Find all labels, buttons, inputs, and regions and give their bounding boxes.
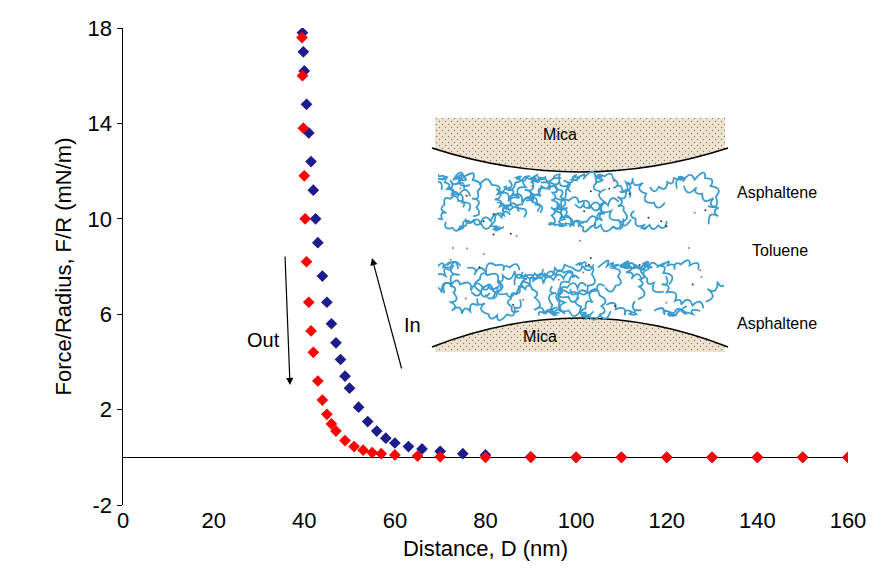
svg-text:20: 20 (201, 508, 225, 533)
svg-text:14: 14 (88, 111, 112, 136)
svg-text:160: 160 (830, 508, 867, 533)
svg-text:-2: -2 (93, 493, 113, 518)
svg-text:6: 6 (100, 302, 112, 327)
svg-text:Toluene: Toluene (752, 242, 808, 259)
svg-text:80: 80 (473, 508, 497, 533)
svg-text:10: 10 (88, 207, 112, 232)
svg-text:Asphaltene: Asphaltene (737, 184, 817, 201)
svg-text:120: 120 (648, 508, 685, 533)
svg-text:Mica: Mica (523, 328, 557, 345)
svg-text:40: 40 (292, 508, 316, 533)
svg-text:Out: Out (247, 329, 280, 351)
svg-text:Asphaltene: Asphaltene (737, 315, 817, 332)
svg-text:Mica: Mica (543, 126, 577, 143)
svg-text:Force/Radius, F/R (mN/m): Force/Radius, F/R (mN/m) (51, 138, 76, 396)
svg-text:0: 0 (117, 508, 129, 533)
svg-text:Distance, D (nm): Distance, D (nm) (403, 536, 568, 561)
svg-text:60: 60 (383, 508, 407, 533)
svg-text:2: 2 (100, 397, 112, 422)
svg-text:In: In (404, 314, 421, 336)
svg-text:100: 100 (558, 508, 595, 533)
svg-text:140: 140 (739, 508, 776, 533)
svg-text:18: 18 (88, 16, 112, 41)
